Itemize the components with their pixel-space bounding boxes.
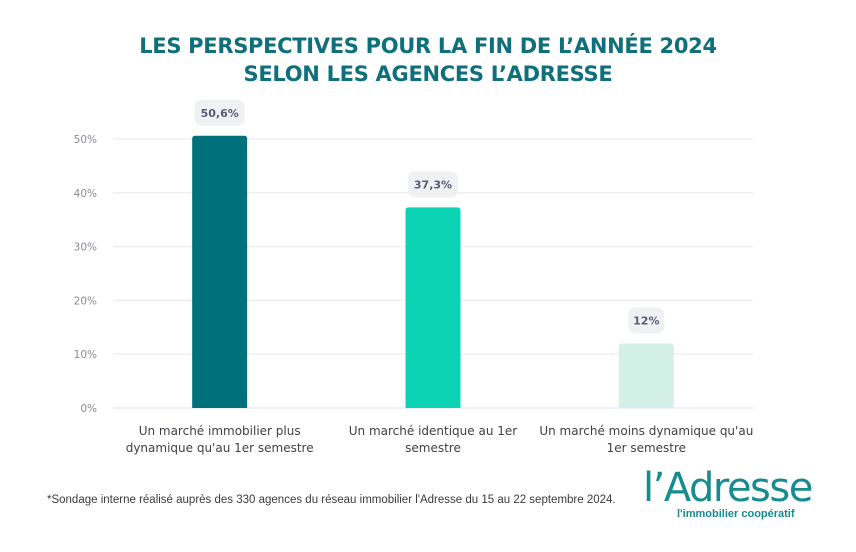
y-tick-label: 30%	[74, 242, 97, 254]
y-axis-ticks: 0% 10% 20% 30% 40% 50%	[74, 134, 97, 415]
y-tick-label: 50%	[74, 134, 97, 146]
bar	[192, 135, 248, 408]
data-label: 12%	[633, 314, 659, 327]
chart-title-line-1: LES PERSPECTIVES POUR LA FIN DE L’ANNÉE …	[139, 34, 717, 58]
bars	[192, 135, 674, 408]
logo-wordmark: l’Adresse	[643, 465, 813, 511]
data-label-background	[628, 307, 665, 334]
data-label: 37,3%	[414, 178, 452, 191]
x-category-label: Un marché identique au 1er semestre	[349, 424, 518, 455]
bar	[618, 343, 674, 408]
chart-title-line-2: SELON LES AGENCES L’ADRESSE	[243, 62, 613, 86]
y-tick-label: 10%	[74, 349, 97, 361]
bar	[405, 207, 461, 408]
x-category-label: Un marché immobilier plus dynamique qu'au…	[126, 424, 314, 455]
data-labels: 50,6% 37,3% 12%	[194, 99, 665, 334]
logo-tagline: l'immobilier coopératif	[677, 508, 795, 520]
x-axis-labels: Un marché immobilier plus dynamique qu'au…	[126, 424, 754, 455]
brand-logo: l’Adresse l'immobilier coopératif	[643, 465, 813, 528]
data-label: 50,6%	[201, 107, 239, 120]
x-category-label: Un marché moins dynamique qu'au 1er semes…	[539, 424, 753, 455]
y-tick-label: 40%	[74, 188, 97, 200]
y-tick-label: 20%	[74, 295, 97, 307]
data-label-background	[408, 171, 458, 198]
footnote: *Sondage interne réalisé auprès des 330 …	[47, 494, 616, 506]
data-label-background	[194, 99, 245, 126]
y-tick-label: 0%	[80, 403, 97, 415]
